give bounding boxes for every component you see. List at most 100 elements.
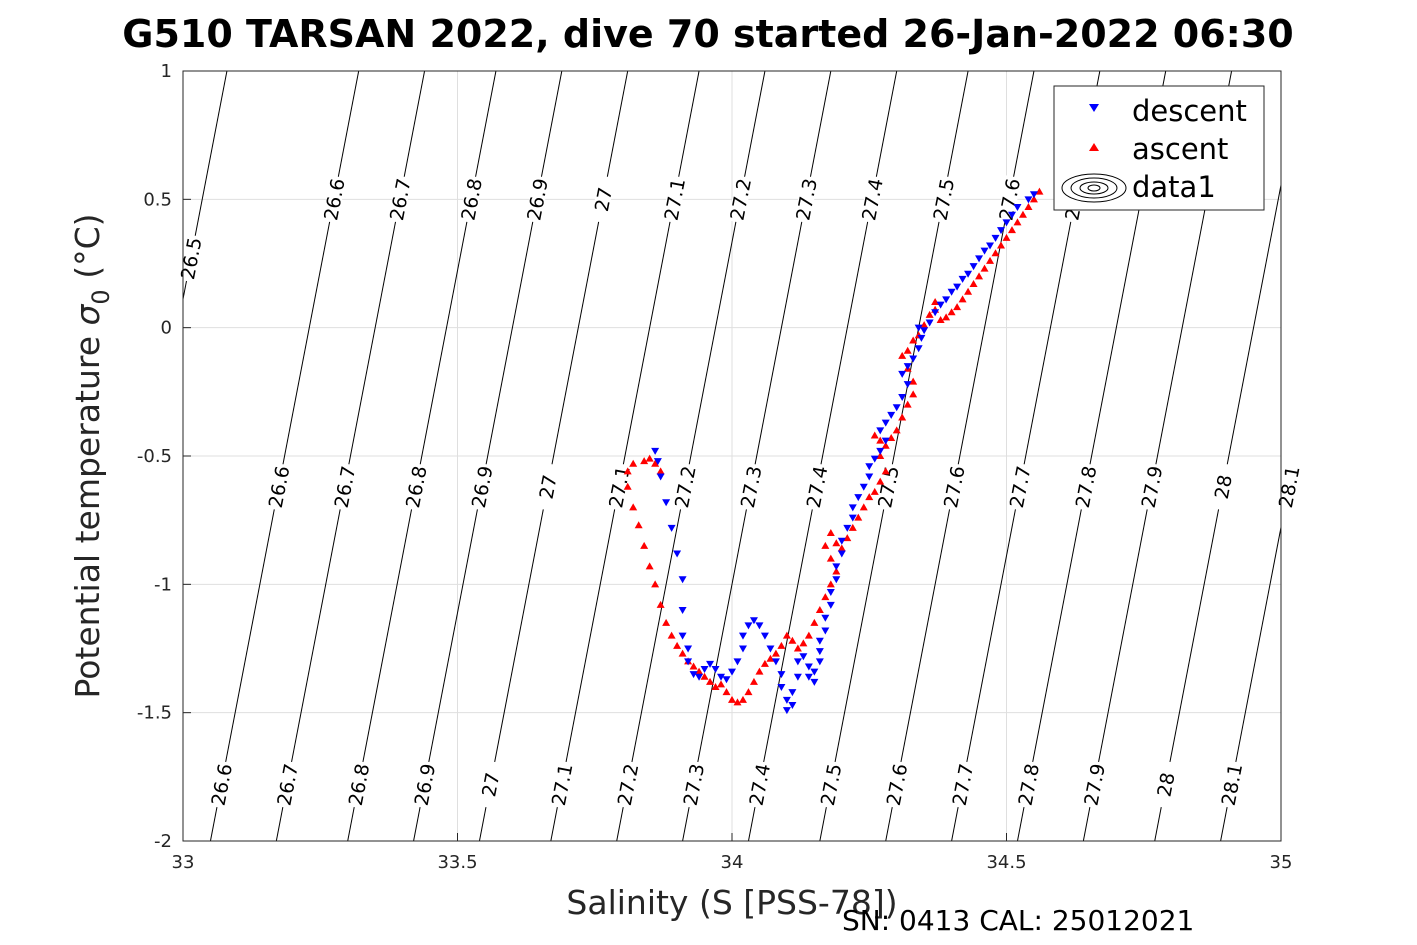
descent-point xyxy=(782,707,791,715)
y-axis-label-main: Potential temperature xyxy=(68,326,107,699)
ascent-point xyxy=(623,482,632,490)
y-axis-label: Potential temperature σ0 (°C) xyxy=(68,214,115,699)
y-axis-ticks: 1 0.5 0 -0.5 -1 -1.5 -2 xyxy=(137,61,191,852)
descent-point xyxy=(799,653,808,661)
contour-label: 27 xyxy=(478,771,504,799)
descent-point xyxy=(695,673,704,681)
ascent-point xyxy=(876,452,885,459)
descent-point xyxy=(810,668,819,676)
ascent-point xyxy=(931,298,940,305)
contour-label-bg xyxy=(332,462,357,511)
descent-point xyxy=(980,247,989,255)
x-tick-label: 33 xyxy=(172,852,195,873)
ascent-point xyxy=(815,606,824,613)
contour-line-28 xyxy=(1154,182,1281,841)
descent-point xyxy=(804,673,813,681)
y-tick-label: -2 xyxy=(154,831,172,852)
contour-label-bg xyxy=(818,760,843,809)
descent-point xyxy=(876,447,885,455)
ascent-point xyxy=(728,695,736,703)
contour-label-bg xyxy=(941,462,967,511)
ascent-point xyxy=(953,303,962,311)
contour-label-bg xyxy=(178,234,204,283)
descent-point xyxy=(997,227,1006,235)
ascent-point xyxy=(799,639,808,647)
legend-ascent-marker xyxy=(1089,143,1099,151)
ascent-point xyxy=(1002,233,1011,241)
descent-point xyxy=(689,671,698,679)
ascent-point xyxy=(1035,187,1044,195)
descent-point xyxy=(1007,211,1016,219)
ascent-point xyxy=(788,636,797,644)
descent-series xyxy=(651,191,1038,715)
ascent-point xyxy=(733,698,742,706)
descent-point xyxy=(958,275,967,283)
y-tick-label: -0.5 xyxy=(137,446,172,467)
descent-point xyxy=(1029,191,1038,199)
contour-label-bg xyxy=(209,760,234,809)
descent-point xyxy=(728,668,736,676)
ascent-point xyxy=(777,641,786,649)
descent-point xyxy=(793,673,802,681)
ascent-point xyxy=(656,600,665,608)
contour-label-bg xyxy=(884,760,909,809)
descent-point xyxy=(975,255,984,263)
ascent-point xyxy=(958,295,967,303)
descent-point xyxy=(854,494,863,502)
ascent-point xyxy=(870,487,879,495)
descent-point xyxy=(1013,204,1022,212)
contour-line-26.5 xyxy=(183,71,228,302)
contour-label-bg xyxy=(859,175,885,224)
descent-point xyxy=(898,393,907,401)
descent-point xyxy=(969,263,978,271)
descent-point xyxy=(678,607,687,614)
descent-point xyxy=(700,666,709,674)
contour-label-bg xyxy=(606,462,632,511)
descent-point xyxy=(920,327,929,335)
descent-point xyxy=(782,696,791,704)
contour-label: 27 xyxy=(536,473,562,501)
ascent-point xyxy=(782,631,791,639)
descent-point xyxy=(821,614,830,622)
ascent-point xyxy=(881,441,890,449)
footer-serial: SN: 0413 CAL: 25012021 xyxy=(842,904,1194,937)
contour-label-bg xyxy=(681,760,706,809)
ascent-point xyxy=(645,562,654,570)
contour-label: 28 xyxy=(1211,473,1237,501)
contour-label-bg xyxy=(615,760,640,809)
ascent-point xyxy=(651,459,660,467)
descent-point xyxy=(656,473,665,481)
ascent-point xyxy=(766,654,775,662)
legend-contour-icon xyxy=(1061,173,1127,203)
descent-point xyxy=(749,617,758,625)
contour-label-bg xyxy=(662,175,687,224)
descent-point xyxy=(777,684,786,691)
ascent-point xyxy=(991,249,1000,257)
ascent-point xyxy=(1029,195,1038,203)
contour-label-bg xyxy=(321,175,347,224)
contour-label-bg xyxy=(1153,760,1178,809)
descent-point xyxy=(651,447,660,455)
descent-point xyxy=(832,576,841,584)
contour-label-bg xyxy=(1082,760,1107,809)
descent-point xyxy=(766,645,775,653)
ascent-point xyxy=(881,467,890,475)
descent-point xyxy=(881,419,890,427)
descent-point xyxy=(991,234,1000,242)
ascent-point xyxy=(826,580,835,588)
ascent-point xyxy=(898,351,907,359)
ascent-point xyxy=(909,377,918,385)
descent-point xyxy=(826,601,835,609)
contour-label-bg xyxy=(274,760,300,809)
ascent-point xyxy=(832,539,841,547)
contour-label-bg xyxy=(793,175,819,224)
ascent-point xyxy=(678,649,687,657)
ascent-point xyxy=(717,680,726,688)
descent-point xyxy=(662,499,671,507)
descent-point xyxy=(837,537,846,545)
legend-descent-label: descent xyxy=(1132,94,1247,128)
ascent-point xyxy=(656,467,665,475)
contour-label-bg xyxy=(875,462,901,511)
ascent-point xyxy=(980,264,989,272)
descent-point xyxy=(738,632,747,640)
